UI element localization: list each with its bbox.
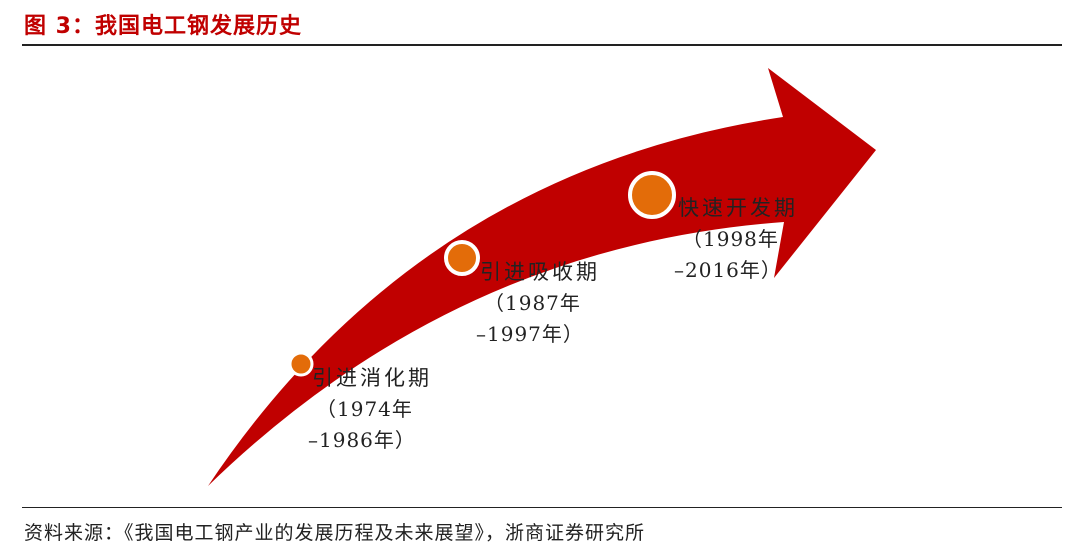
stage-3-name: 快速开发期 [678, 196, 798, 220]
stage-2-period-start: （1987年 [484, 291, 581, 315]
stage-3-period-start: （1998年 [682, 227, 779, 251]
growth-arrow [208, 68, 876, 486]
figure-title: 图 3：我国电工钢发展历史 [24, 14, 302, 39]
source-note: 资料来源：《我国电工钢产业的发展历程及未来展望》，浙商证券研究所 [24, 522, 646, 544]
stage-2-period-end: –1997年） [476, 322, 584, 346]
title-divider [22, 44, 1062, 46]
stage-marker-3 [628, 171, 676, 219]
stage-marker-1 [288, 351, 314, 377]
stage-1-name: 引进消化期 [312, 366, 432, 390]
stage-3-period-end: –2016年） [674, 258, 782, 282]
source-divider [22, 507, 1062, 508]
stage-marker-2 [444, 240, 480, 276]
stage-1-period-start: （1974年 [316, 397, 413, 421]
stage-1-period-end: –1986年） [308, 428, 416, 452]
stage-2-name: 引进吸收期 [480, 260, 600, 284]
